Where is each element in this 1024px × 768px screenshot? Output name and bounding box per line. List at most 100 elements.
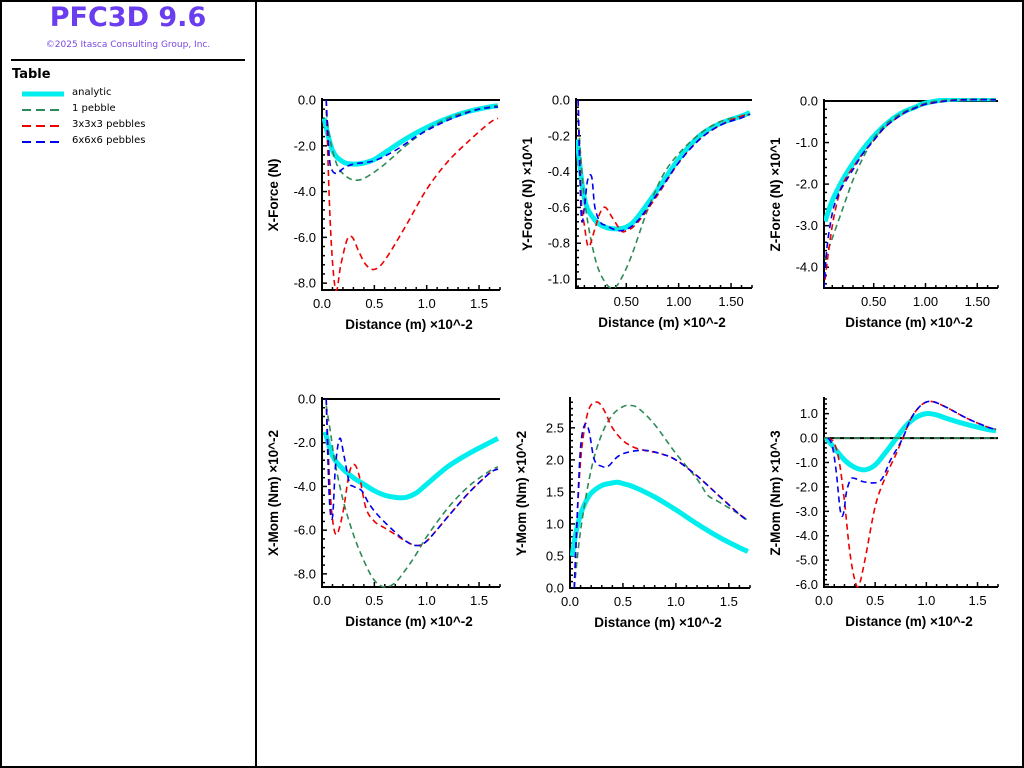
y-tick-label: -4.0 <box>294 479 316 494</box>
series-6x6x6-pebbles <box>573 422 749 589</box>
y-tick-label: -1.0 <box>796 135 818 150</box>
y-tick-label: 0.0 <box>298 93 316 108</box>
y-tick-label: 0.0 <box>800 94 818 109</box>
y-tick-label: -2.0 <box>796 177 818 192</box>
y-axis-label: X-Force (N) <box>266 159 281 232</box>
x-tick-label: 0.50 <box>614 294 639 309</box>
y-tick-label: -8.0 <box>294 276 316 291</box>
y-tick-label: 2.0 <box>546 452 564 467</box>
series-analytic <box>824 411 997 473</box>
legend-label: 6x6x6 pebbles <box>72 135 146 146</box>
legend-label: analytic <box>72 87 112 98</box>
series-3x3x3-pebbles <box>325 99 499 291</box>
chart-6: 1.00.0-1.0-2.0-3.0-4.0-5.0-6.00.0 0.5 1.0 1… <box>768 397 999 629</box>
y-axis-label: Y-Force (N) ×10^1 <box>520 136 535 251</box>
y-axis-label: Y-Mom (Nm) ×10^-2 <box>514 431 529 556</box>
series-analytic <box>576 110 751 232</box>
legend-label: 1 pebble <box>72 103 116 114</box>
y-tick-label: 0.0 <box>552 93 570 108</box>
y-tick-label: -0.4 <box>548 164 570 179</box>
y-tick-label: -3.0 <box>796 504 818 519</box>
x-tick-label: 1.00 <box>913 294 938 309</box>
y-tick-label: -1.0 <box>796 455 818 470</box>
legend-swatch-analytic <box>22 91 64 97</box>
x-tick-label: 0.50 <box>861 294 886 309</box>
chart-2: 0.0 -0.2 -0.4 -0.6 -0.8 -1.0 0.50 1.00 1.50 Dista… <box>520 93 753 330</box>
y-tick-label: -4.0 <box>294 184 316 199</box>
y-tick-label: 2.5 <box>546 420 564 435</box>
y-tick-label: -6.0 <box>796 577 818 592</box>
series-3x3x3-pebbles <box>824 98 996 280</box>
series-6x6x6-pebbles <box>824 98 996 289</box>
x-tick-label: 0.0 <box>561 594 579 609</box>
y-tick-label: 0.0 <box>298 392 316 407</box>
y-tick-label: 0.0 <box>546 581 564 596</box>
series-1-pebble <box>325 104 499 182</box>
series-analytic <box>322 431 500 501</box>
x-tick-label: 1.5 <box>470 593 488 608</box>
y-tick-label: -4.0 <box>796 260 818 275</box>
legend-swatch-3x3x3 <box>22 125 64 127</box>
y-tick-label: 1.5 <box>546 484 564 499</box>
legend-swatch-1-pebble <box>22 109 64 111</box>
x-tick-label: 0.5 <box>365 296 383 311</box>
series-6x6x6-pebbles <box>827 400 997 518</box>
x-tick-label: 0.5 <box>365 593 383 608</box>
copyright-text: ©2025 Itasca Consulting Group, Inc. <box>45 40 211 50</box>
y-tick-label: 0.5 <box>546 548 564 563</box>
y-tick-label: -5.0 <box>796 553 818 568</box>
y-tick-label: -0.8 <box>548 236 570 251</box>
x-tick-label: 1.5 <box>720 594 738 609</box>
series-1-pebble <box>824 98 996 260</box>
y-tick-label: -6.0 <box>294 230 316 245</box>
x-tick-label: 0.5 <box>614 594 632 609</box>
y-tick-label: -2.0 <box>294 138 316 153</box>
chart-4: 0.0 -2.0 -4.0 -6.0 -8.0 0.0 0.5 1.0 1.5 Distance … <box>266 392 501 629</box>
y-tick-label: -0.6 <box>548 200 570 215</box>
x-tick-label: 0.0 <box>313 296 331 311</box>
panel-divider <box>255 0 257 766</box>
y-tick-label: -4.0 <box>796 528 818 543</box>
series-6x6x6-pebbles <box>325 398 499 547</box>
y-tick-label: -6.0 <box>294 523 316 538</box>
series-6x6x6-pebbles <box>577 99 751 232</box>
x-axis-label: Distance (m) ×10^-2 <box>598 315 726 330</box>
x-tick-label: 1.0 <box>418 296 436 311</box>
x-axis-label: Distance (m) ×10^-2 <box>845 614 973 629</box>
y-tick-label: -2.0 <box>294 435 316 450</box>
x-tick-label: 1.0 <box>418 593 436 608</box>
chart-5: 0.0 0.5 1.0 1.5 2.0 2.5 0.0 0.5 1.0 1.5 Distance (… <box>514 397 751 630</box>
x-axis-label: Distance (m) ×10^-2 <box>345 614 473 629</box>
chart-3: 0.0 -1.0 -2.0 -3.0 -4.0 0.50 1.00 1.50 Distance … <box>768 94 999 330</box>
y-tick-label: -8.0 <box>294 566 316 581</box>
x-tick-label: 0.5 <box>866 593 884 608</box>
x-tick-label: 1.50 <box>718 294 743 309</box>
y-tick-label: 1.0 <box>800 406 818 421</box>
y-tick-label: -0.2 <box>548 128 570 143</box>
x-tick-label: 1.5 <box>968 593 986 608</box>
y-axis-label: Z-Mom (Nm) ×10^-3 <box>768 430 783 556</box>
y-axis-label: Z-Force (N) ×10^1 <box>768 137 783 252</box>
x-tick-label: 0.0 <box>815 593 833 608</box>
series-3x3x3-pebbles <box>325 398 499 547</box>
x-tick-label: 1.0 <box>917 593 935 608</box>
header-divider <box>11 59 245 61</box>
y-tick-label: -2.0 <box>796 479 818 494</box>
series-6x6x6-pebbles <box>325 99 498 175</box>
x-tick-label: 1.50 <box>965 294 990 309</box>
y-tick-label: 0.0 <box>800 431 818 446</box>
x-tick-label: 1.00 <box>666 294 691 309</box>
x-axis-label: Distance (m) ×10^-2 <box>845 315 973 330</box>
app-title: PFC3D 9.6 <box>49 2 207 33</box>
series-analytic <box>570 479 750 557</box>
series-1-pebble <box>577 113 751 289</box>
x-tick-label: 1.5 <box>470 296 488 311</box>
series-1-pebble <box>325 405 499 588</box>
y-axis-label: X-Mom (Nm) ×10^-2 <box>266 430 281 556</box>
series-3x3x3-pebbles <box>827 400 997 588</box>
series-analytic <box>824 98 996 223</box>
y-tick-label: -3.0 <box>796 218 818 233</box>
legend-title: Table <box>12 67 51 82</box>
series-1-pebble <box>573 404 749 589</box>
